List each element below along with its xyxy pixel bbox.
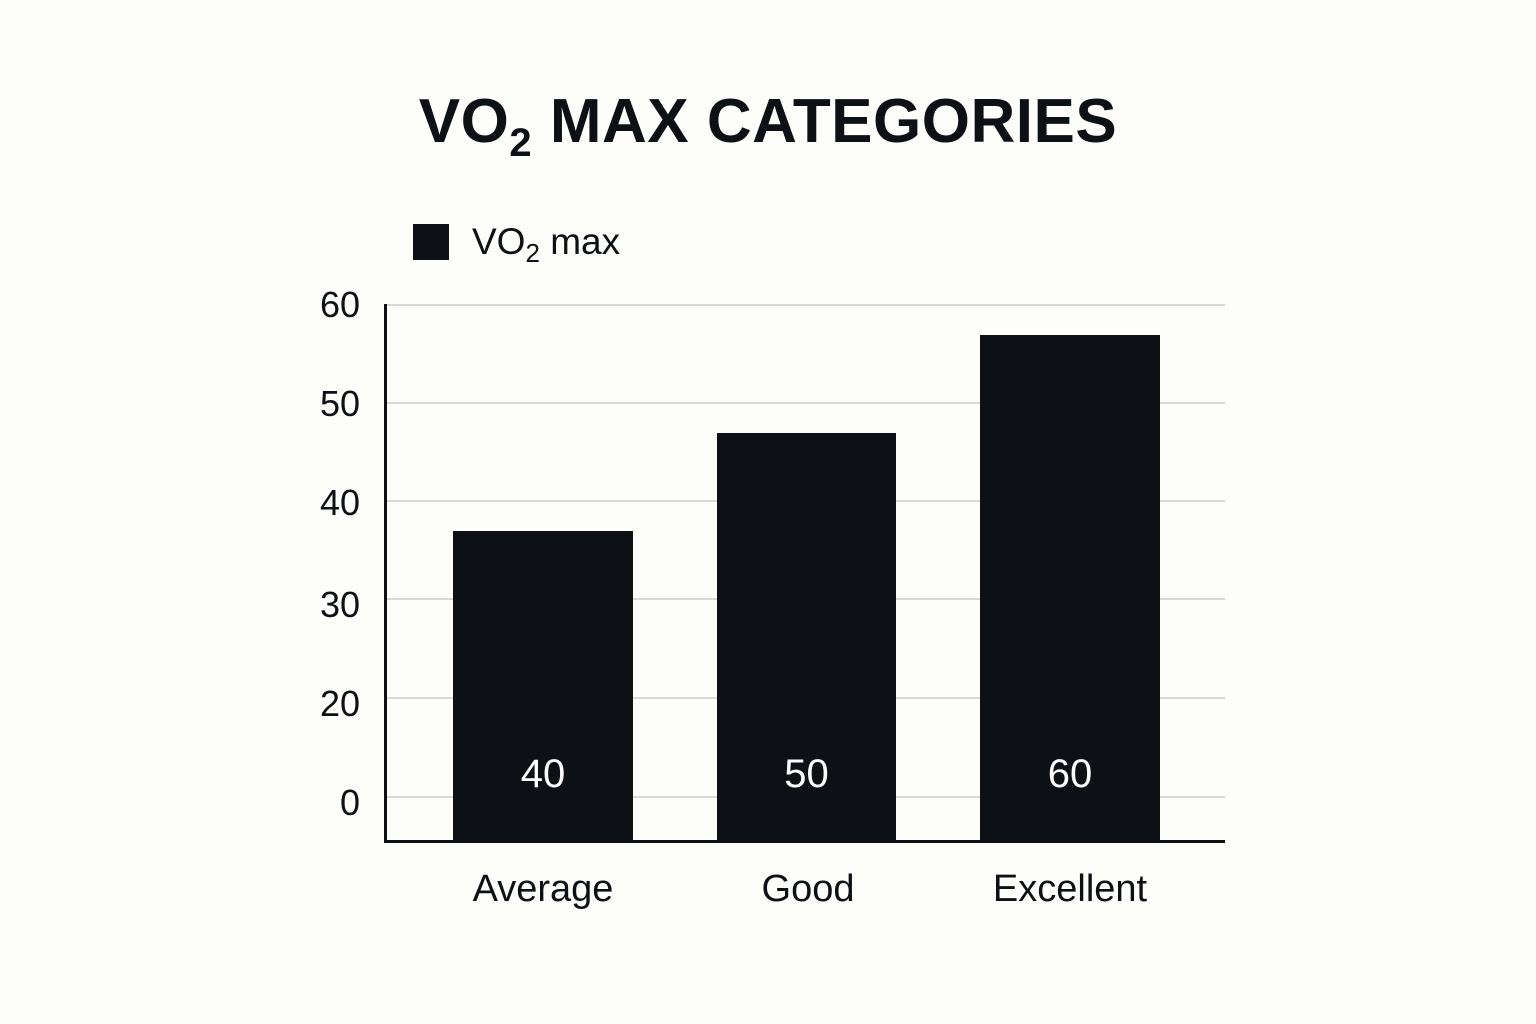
title-subscript: 2 [509,121,533,165]
legend-swatch-icon [413,224,449,260]
gridline-50 [387,402,1225,404]
x-tick-label: Average [472,868,614,910]
y-tick-label: 0 [339,782,360,823]
y-tick-label: 60 [319,284,360,325]
title-text-rest: MAX CATEGORIES [532,87,1118,156]
bar-good: 50 [717,433,896,841]
bar-excellent: 60 [980,335,1160,841]
y-tick-label: 30 [319,584,360,625]
y-tick-label: 50 [319,383,360,424]
y-tick-label: 20 [319,683,360,724]
y-tick-label: 40 [319,482,360,523]
x-tick-label: Good [761,868,855,910]
y-axis [384,304,387,843]
x-axis [384,840,1225,843]
bar-value-label: 50 [784,752,829,796]
title-text: VO [418,87,510,156]
gridline-60 [387,304,1225,306]
x-tick-label: Excellent [992,868,1148,910]
chart-title: VO2 MAX CATEGORIES [0,86,1536,163]
bar-average: 40 [453,531,633,841]
bar-value-label: 60 [1047,752,1093,796]
legend: VO2 max [413,221,621,268]
bar-value-label: 40 [520,752,566,796]
legend-label: VO2 max [472,221,621,268]
